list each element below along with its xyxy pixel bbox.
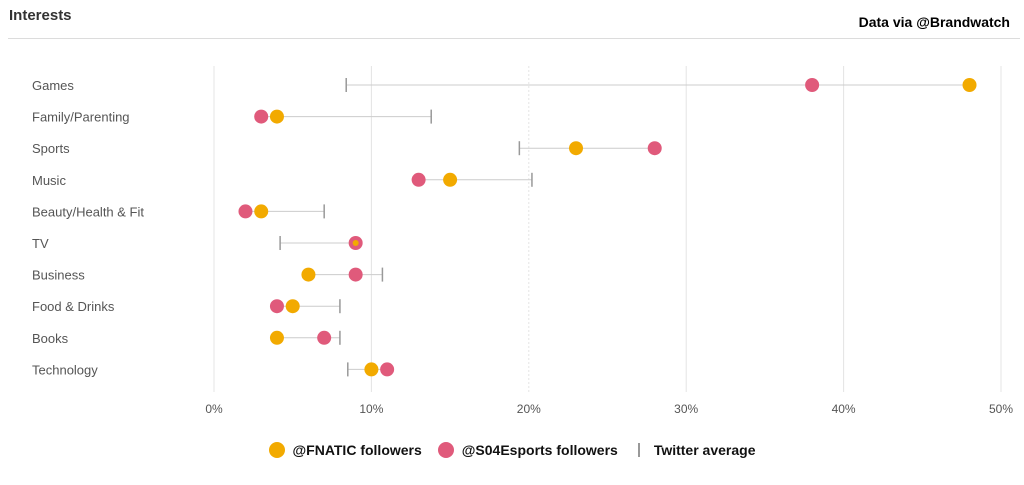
- x-tick-label-40: 40%: [832, 402, 856, 416]
- s04-dot-food-drinks: [269, 299, 284, 314]
- fnatic-dot-music: [443, 172, 458, 187]
- fnatic-dot-tv: [352, 240, 359, 246]
- fnatic-dot-food-drinks: [285, 299, 300, 314]
- data-source-credit: Data via @Brandwatch: [858, 14, 1010, 30]
- legend-swatch-fnatic-dot: [268, 442, 285, 458]
- category-label-business: Business: [32, 268, 85, 283]
- legend-label-fnatic: @FNATIC followers: [292, 442, 422, 458]
- x-tick-label-30: 30%: [674, 402, 698, 416]
- legend-marker-twitter-average: [637, 443, 640, 457]
- dot-plot-chart: 0% 10% 20% 30% 40% 50% Games Family/Parenting Sp…: [32, 66, 1013, 416]
- s04-dot-sports: [647, 141, 662, 156]
- legend-item-twitter-average[interactable]: Twitter average: [634, 442, 756, 458]
- legend-swatch-s04-dot: [437, 442, 454, 458]
- fnatic-dot-business: [301, 267, 316, 282]
- fnatic-dot-books: [269, 330, 284, 345]
- category-label-technology: Technology: [32, 362, 98, 377]
- header-divider: [8, 38, 1020, 39]
- legend-item-fnatic[interactable]: @FNATIC followers: [268, 442, 422, 458]
- s04-dot-games: [805, 78, 820, 92]
- s04-dot-music: [411, 172, 426, 187]
- s04-dot-family-parenting: [254, 109, 269, 124]
- x-tick-label-50: 50%: [989, 402, 1013, 416]
- legend-label-twitter-average: Twitter average: [653, 442, 756, 458]
- category-label-beauty-health-fit: Beauty/Health & Fit: [32, 204, 144, 219]
- category-label-sports: Sports: [32, 141, 70, 156]
- category-label-games: Games: [32, 78, 74, 93]
- x-tick-label-0: 0%: [205, 402, 223, 416]
- legend-label-s04: @S04Esports followers: [461, 442, 618, 458]
- category-label-books: Books: [32, 331, 69, 346]
- category-label-music: Music: [32, 173, 66, 188]
- chart-title: Interests: [9, 7, 72, 24]
- fnatic-dot-beauty-health-fit: [254, 204, 269, 219]
- category-label-tv: TV: [32, 236, 49, 251]
- fnatic-dot-games: [962, 78, 977, 92]
- s04-dot-technology: [380, 362, 395, 377]
- fnatic-dot-sports: [569, 141, 584, 156]
- s04-dot-books: [317, 330, 332, 345]
- fnatic-dot-technology: [364, 362, 379, 377]
- x-tick-label-20: 20%: [517, 402, 541, 416]
- s04-dot-business: [348, 267, 363, 282]
- s04-dot-beauty-health-fit: [238, 204, 253, 219]
- category-label-food-drinks: Food & Drinks: [32, 299, 115, 314]
- category-label-family-parenting: Family/Parenting: [32, 110, 130, 125]
- chart-legend: @FNATIC followers @S04Esports followers …: [0, 438, 1024, 462]
- x-tick-label-10: 10%: [359, 402, 383, 416]
- fnatic-dot-family-parenting: [269, 109, 284, 124]
- legend-item-s04[interactable]: @S04Esports followers: [437, 442, 618, 458]
